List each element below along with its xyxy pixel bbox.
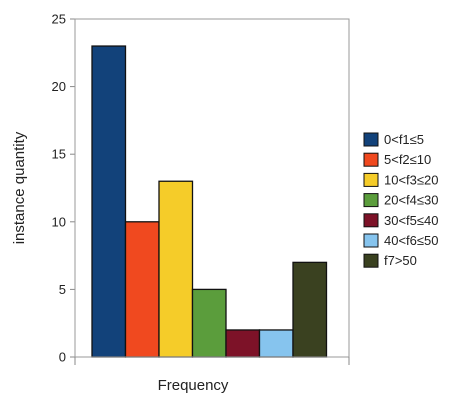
y-axis-title: instance quantity [11, 131, 28, 244]
y-tick-label: 20 [52, 79, 66, 94]
plot-border [74, 18, 350, 358]
legend-swatch-3 [363, 172, 379, 187]
y-tick-label: 25 [52, 12, 66, 27]
y-tick-label: 5 [59, 282, 66, 297]
y-tick-label: 15 [52, 147, 66, 162]
legend-label-6: 40<f6≤50 [384, 233, 439, 248]
legend-swatch-4 [363, 193, 379, 208]
bar-7 [292, 261, 328, 358]
legend-label-1: 0<f1≤5 [384, 132, 424, 147]
bar-1 [91, 45, 127, 358]
legend-swatch-2 [363, 152, 379, 167]
legend-swatch-6 [363, 233, 379, 248]
legend: 0<f1≤5 5<f2≤10 10<f3≤20 20<f4≤30 30<f5≤40 40<… [363, 132, 439, 268]
legend-swatch-1 [363, 132, 379, 147]
bar-4 [191, 288, 227, 358]
legend-label-2: 5<f2≤10 [384, 152, 431, 167]
bar-3 [158, 180, 194, 358]
legend-label-3: 10<f3≤20 [384, 172, 439, 187]
y-axis: 0 5 10 15 20 25 [52, 12, 75, 365]
bar-2 [124, 221, 160, 358]
bars [91, 45, 328, 358]
legend-swatch-7 [363, 253, 379, 268]
legend-swatch-5 [363, 213, 379, 228]
y-tick-label: 10 [52, 214, 66, 229]
legend-label-7: f7>50 [384, 253, 417, 268]
x-axis-title: Frequency [158, 377, 229, 394]
plot-frame [74, 18, 350, 365]
bar-6 [258, 329, 294, 358]
bar-5 [225, 329, 261, 358]
legend-label-4: 20<f4≤30 [384, 193, 439, 208]
y-tick-label: 0 [59, 350, 66, 365]
legend-label-5: 30<f5≤40 [384, 213, 439, 228]
